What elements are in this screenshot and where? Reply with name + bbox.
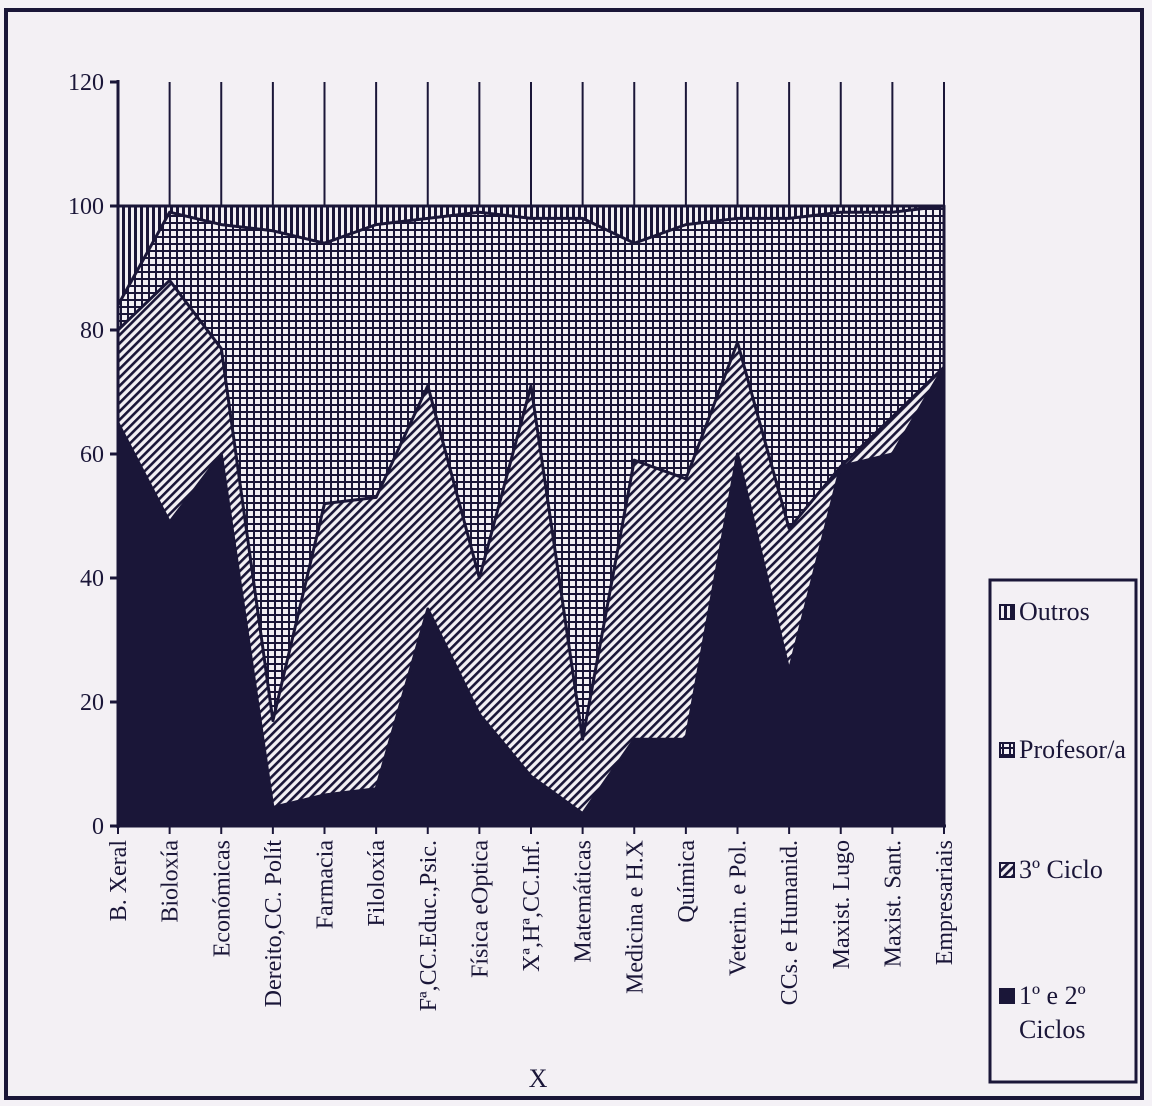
y-tick-label-40: 40 (80, 566, 104, 592)
x-tick-label-17: Empresariais (932, 840, 958, 965)
y-tick-label-80: 80 (80, 318, 104, 344)
y-tick-label-120: 120 (68, 70, 104, 96)
area-1-2-ciclos (116, 365, 946, 828)
x-tick-label-14: CCs. e Humanid. (777, 840, 803, 1005)
legend: Outros Profesor/a 3º Ciclo 1º e 2º Ciclo… (988, 578, 1138, 1084)
x-tick-label-4: Dereito,CC. Polít (261, 840, 287, 1008)
legend-label-outros: Outros (1019, 597, 1090, 626)
legend-swatch-1-2-ciclos (999, 988, 1015, 1004)
legend-label-ciclos: Ciclos (1019, 1015, 1085, 1044)
legend-label-1-2-ciclos: 1º e 2º (1019, 981, 1086, 1010)
category-gridlines (168, 82, 945, 206)
x-tick-label-3: Económicas (209, 840, 235, 957)
area-chart: 0 20 40 60 80 100 120 B. Xeral Bioloxía Económic… (68, 70, 1138, 1093)
x-tick-label-8: Física eOptica (467, 840, 493, 978)
legend-swatch-profesor (999, 742, 1015, 758)
x-tick-label-6: Filoloxía (364, 840, 390, 927)
x-tick-label-7: Fª,CC.Educ.,Psic. (416, 840, 442, 1011)
y-tick-labels: 0 20 40 60 80 100 120 (68, 70, 104, 840)
x-tick-label-5: Farmacia (313, 840, 339, 930)
x-tick-label-9: Xª,Hª,CC.Inf. (519, 840, 545, 972)
x-tick-label-10: Matemáticas (571, 840, 597, 963)
x-tick-label-11: Medicina e H.X (622, 840, 648, 994)
legend-swatch-outros (999, 604, 1015, 620)
x-tick-label-2: Bioloxía (158, 840, 184, 923)
y-tick-label-20: 20 (80, 690, 104, 716)
legend-swatch-3-ciclo (999, 862, 1015, 878)
area-series (116, 204, 946, 828)
x-tick-label-1: B. Xeral (106, 840, 132, 922)
chart-frame: 0 20 40 60 80 100 120 B. Xeral Bioloxía Económic… (4, 8, 1144, 1100)
x-tick-label-12: Química (674, 840, 700, 923)
axes (110, 80, 946, 834)
x-tick-labels: B. Xeral Bioloxía Económicas Dereito,CC. Po… (106, 840, 958, 1012)
x-axis-title: X (529, 1064, 548, 1093)
legend-label-3-ciclo: 3º Ciclo (1019, 855, 1103, 884)
x-tick-label-13: Veterin. e Pol. (726, 840, 752, 976)
legend-label-profesor: Profesor/a (1019, 735, 1126, 764)
x-tick-label-15: Maxist. Lugo (829, 840, 855, 969)
x-tick-label-16: Maxist. Sant. (880, 840, 906, 967)
y-tick-label-0: 0 (92, 814, 104, 840)
y-tick-label-60: 60 (80, 442, 104, 468)
y-tick-label-100: 100 (68, 194, 104, 220)
